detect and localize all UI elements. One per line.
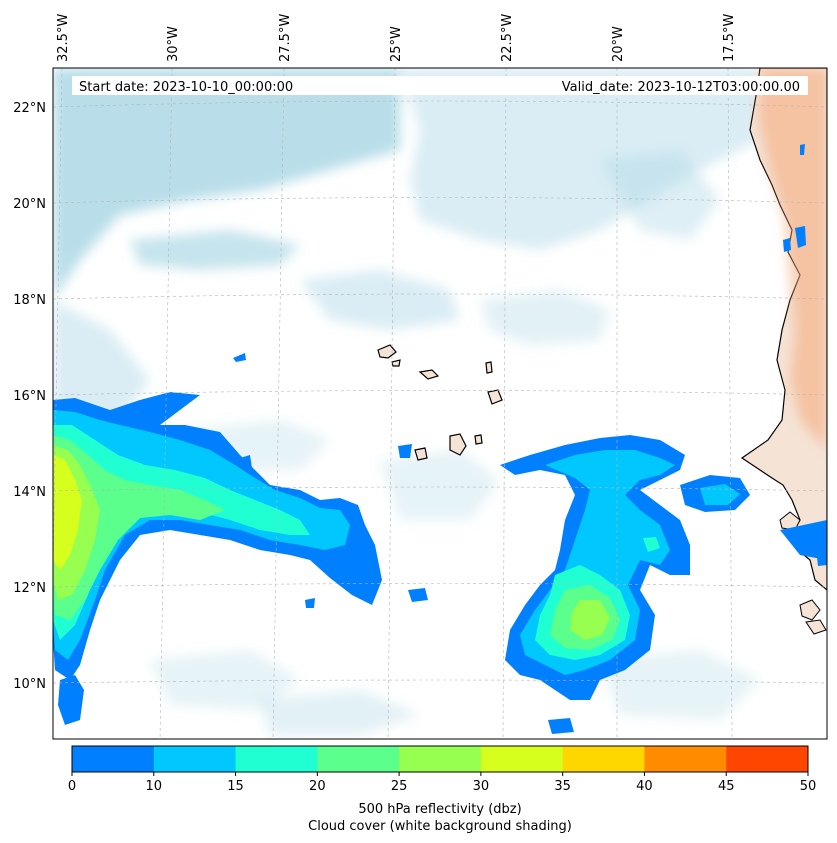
colorbar-frame	[71, 745, 809, 773]
colorbar-segment	[72, 746, 155, 772]
colorbar-tick-label: 10	[146, 779, 163, 794]
east-cell-d	[780, 520, 827, 560]
colorbar-segment	[235, 746, 318, 772]
colorbar-tick-label: 45	[718, 779, 735, 794]
lat-label: 22°N	[13, 101, 46, 116]
latitude-labels: 22°N 20°N 18°N 16°N 14°N 12°N 10°N	[13, 101, 46, 692]
lon-label: 27.5°W	[278, 14, 293, 62]
colorbar-tick-label: 40	[636, 779, 653, 794]
info-box	[72, 76, 808, 95]
west-small-cell-c	[240, 455, 252, 470]
colorbar-segment	[726, 746, 809, 772]
lat-label: 10°N	[13, 677, 46, 692]
colorbar-tick-label: 30	[473, 779, 490, 794]
west-system-25dbz	[53, 435, 225, 620]
cape-verde-islands	[377, 344, 503, 461]
lat-label: 16°N	[13, 389, 46, 404]
west-small-cell-e	[408, 588, 428, 602]
map-frame	[52, 67, 828, 740]
east-cell-c	[548, 718, 574, 734]
east-cell-f	[783, 238, 791, 252]
colorbar-segment	[644, 746, 727, 772]
lon-label: 17.5°W	[722, 14, 737, 62]
colorbar-segment	[562, 746, 645, 772]
west-small-cell-f	[398, 444, 412, 458]
colorbar-tick-label: 50	[800, 779, 817, 794]
colorbar-label-line2: Cloud cover (white background shading)	[308, 819, 572, 834]
east-cell-h	[815, 535, 827, 566]
west-small-cell-a	[58, 675, 84, 725]
lat-label: 20°N	[13, 197, 46, 212]
gridlines	[53, 68, 827, 739]
longitude-labels: 32.5°W 30°W 27.5°W 25°W 22.5°W 20°W 17.5…	[56, 14, 737, 62]
east-cell-a-inner	[700, 484, 740, 505]
east-cell-b-inner	[643, 537, 660, 552]
east-system-30dbz	[570, 600, 610, 640]
lon-label: 25°W	[389, 26, 404, 62]
colorbar: 0 10 15 20 25 30 35 40 45 50	[68, 745, 817, 794]
start-date-text: Start date: 2023-10-10_00:00:00	[79, 80, 293, 95]
valid-date-text: Valid_date: 2023-10-12T03:00:00.00	[562, 80, 800, 95]
west-small-cell-d	[305, 598, 315, 608]
africa-landmass	[740, 68, 827, 635]
colorbar-tick-label: 0	[68, 779, 76, 794]
lon-label: 20°W	[611, 26, 626, 62]
lon-label: 22.5°W	[500, 14, 515, 62]
east-cell-g	[800, 144, 805, 155]
lon-label: 32.5°W	[56, 14, 71, 62]
colorbar-tick-label: 20	[309, 779, 326, 794]
colorbar-segment	[399, 746, 482, 772]
lat-label: 18°N	[13, 293, 46, 308]
lon-label: 30°W	[166, 26, 181, 62]
map-area: Start date: 2023-10-10_00:00:00 Valid_da…	[53, 68, 827, 739]
lat-label: 12°N	[13, 581, 46, 596]
colorbar-segment	[480, 746, 564, 772]
colorbar-segment	[317, 746, 400, 772]
colorbar-segment	[153, 746, 237, 772]
colorbar-tick-label: 25	[391, 779, 408, 794]
colorbar-tick-label: 35	[554, 779, 571, 794]
lat-label: 14°N	[13, 485, 46, 500]
colorbar-tick-label: 15	[227, 779, 244, 794]
colorbar-label-line1: 500 hPa reflectivity (dbz)	[358, 802, 521, 817]
reflectivity-contours	[53, 144, 827, 734]
west-small-cell-b	[233, 353, 246, 362]
east-cell-e	[795, 226, 806, 248]
west-system-35dbz	[53, 455, 82, 570]
